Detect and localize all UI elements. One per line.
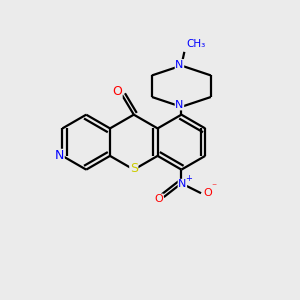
Text: S: S (130, 162, 138, 175)
Text: N: N (178, 179, 187, 189)
Text: N: N (55, 149, 64, 162)
Text: O: O (203, 188, 212, 198)
Text: O: O (154, 194, 163, 204)
Text: O: O (112, 85, 122, 98)
Text: +: + (185, 174, 192, 183)
Text: CH₃: CH₃ (186, 39, 206, 49)
Text: N: N (175, 60, 184, 70)
Text: ⁻: ⁻ (211, 182, 216, 192)
Text: N: N (175, 100, 184, 110)
